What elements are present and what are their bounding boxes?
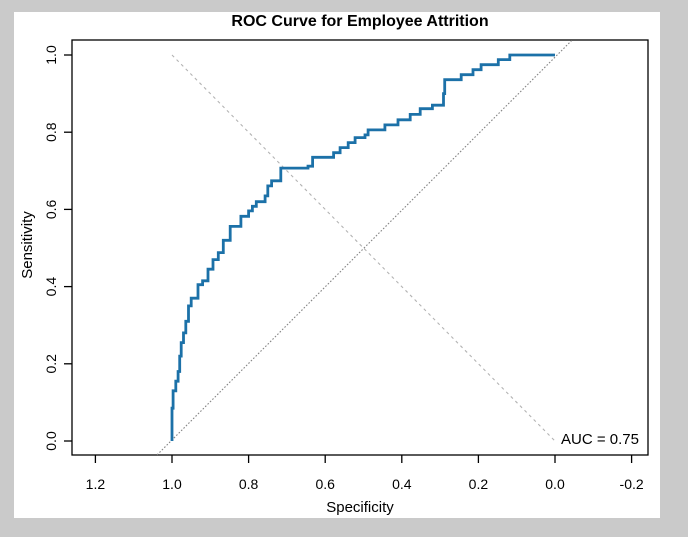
roc-chart: 1.2 1.0 0.8 0.6 0.4 0.2 0.0 -0.2 0.0 0.2 0.4 0.6 0.8… xyxy=(19,13,649,516)
x-tick-label: 0.6 xyxy=(315,476,335,492)
chart-title: ROC Curve for Employee Attrition xyxy=(231,13,488,30)
chance-diagonal-line xyxy=(156,39,573,456)
plot-canvas: 1.2 1.0 0.8 0.6 0.4 0.2 0.0 -0.2 0.0 0.2 0.4 0.6 0.8… xyxy=(14,12,660,518)
x-tick-label: 0.4 xyxy=(392,476,412,492)
y-tick-label: 0.4 xyxy=(43,277,59,297)
plot-box xyxy=(71,39,649,456)
y-tick-label: 0.0 xyxy=(43,431,59,451)
auc-annotation: AUC = 0.75 xyxy=(561,431,639,448)
identity-diagonal-line xyxy=(171,54,556,442)
x-axis-label: Specificity xyxy=(326,499,394,516)
y-tick-label: 0.6 xyxy=(43,199,59,219)
y-tick-label: 0.2 xyxy=(43,354,59,374)
x-tick-label: 1.2 xyxy=(86,476,106,492)
x-tick-label: -0.2 xyxy=(620,476,644,492)
roc-curve xyxy=(170,53,555,441)
y-axis-label: Sensitivity xyxy=(19,211,36,279)
y-tick-label: 0.8 xyxy=(43,122,59,142)
x-tick-label: 0.2 xyxy=(469,476,489,492)
x-tick-label: 0.0 xyxy=(545,476,565,492)
y-tick-label: 1.0 xyxy=(43,45,59,65)
x-tick-label: 0.8 xyxy=(239,476,259,492)
x-tick-label: 1.0 xyxy=(162,476,182,492)
